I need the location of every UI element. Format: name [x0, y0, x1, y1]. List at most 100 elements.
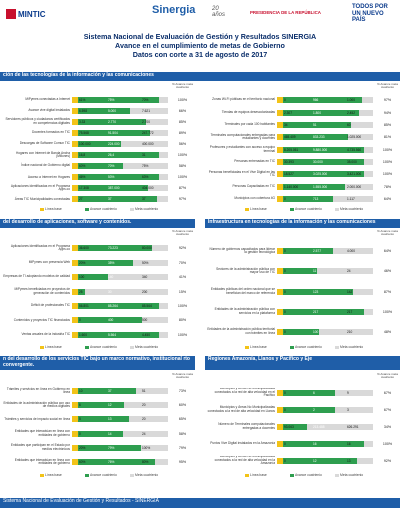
row-label: Áreas TIC Municipalidades conectadas [14, 196, 70, 201]
meta-value: 3 [347, 407, 349, 412]
row-label: Entidades de la administración pública c… [214, 307, 275, 315]
base-bar [277, 457, 283, 464]
base-value: 0 [284, 329, 286, 334]
avance-bar [72, 129, 150, 136]
avance-value: 123 [313, 289, 319, 294]
base-value: 3.33 [79, 119, 86, 124]
avance-value: 217 [313, 309, 319, 314]
pct-value: 64% [383, 196, 392, 201]
row-label: Acceso a Internet en Hogares [27, 174, 70, 179]
legend-swatch [290, 474, 294, 477]
legend-swatch [290, 208, 294, 211]
legend-label: Línea base [45, 473, 62, 477]
row-label: Terminales por cada 100 habitantes [224, 122, 276, 127]
avance-bar [277, 97, 362, 104]
row-label: Entidades que interactúan en línea con e… [14, 457, 70, 465]
base-bar [72, 96, 78, 103]
legend-label: Línea base [250, 345, 267, 349]
avance-bar [72, 107, 130, 114]
base-bar [72, 416, 78, 423]
legend-label: Línea base [250, 473, 267, 477]
base-value: 60% [79, 164, 86, 169]
pct-value: 100% [177, 175, 188, 180]
avance-value: 35% [108, 260, 115, 265]
meta-value: 1.117 [347, 196, 355, 201]
row-label: Municipios con cobertura 4G [234, 196, 275, 201]
row-label: Entidades que interactúan en línea con e… [14, 429, 70, 437]
avance-bar [277, 158, 365, 165]
pct-header: % Avance meta cuatrienio [377, 82, 398, 90]
base-value: 6.598 [79, 108, 87, 113]
row-label: Contenidos y proyectos TIC financiados [13, 317, 70, 322]
base-bar [72, 196, 78, 203]
base-value: 17.308 [79, 186, 89, 191]
base-value: 0 [284, 309, 286, 314]
base-value: 0 [284, 269, 286, 274]
meta-value: 247.772 [142, 130, 154, 135]
legend-swatch [85, 474, 89, 477]
meta-value: 142 [347, 289, 353, 294]
base-bar [277, 328, 283, 335]
base-bar [277, 134, 283, 141]
pct-value: 92% [383, 458, 392, 463]
pct-value: 67% [383, 390, 392, 395]
avance-value: 2 [313, 407, 315, 412]
pct-value: 60% [178, 403, 187, 408]
base-value: 93.063 [284, 424, 294, 429]
pct-header: % Avance meta cuatrienio [377, 229, 398, 237]
base-bar [72, 118, 78, 125]
legend-swatch [130, 208, 134, 211]
meta-value: 217 [347, 309, 353, 314]
base-bar [72, 129, 78, 136]
meta-value: 60 [347, 122, 351, 127]
avance-value: 73.223 [108, 246, 118, 251]
legend-label: Avance cuatrienio [90, 345, 117, 349]
base-value: 75.568 [79, 130, 89, 135]
base-bar [72, 163, 78, 170]
avance-value: 16 [313, 441, 317, 446]
avance-value: 833.233 [313, 135, 325, 140]
mintic-icon [6, 9, 16, 19]
avance-bar [72, 302, 160, 309]
pct-value: 48% [383, 329, 392, 334]
pct-value: 15% [178, 289, 187, 294]
base-bar [277, 288, 283, 295]
row-label: Entidades de la administración pública c… [3, 400, 70, 409]
avance-value: 2.577 [313, 249, 321, 254]
meta-value: 80.000 [142, 246, 152, 251]
avance-bar [72, 317, 142, 324]
title-line: Avance en el cumplimiento de metas de Go… [115, 41, 285, 50]
avance-bar [72, 259, 134, 266]
base-bar [277, 406, 283, 413]
avance-bar [277, 248, 333, 255]
meta-value: 24 [142, 431, 146, 436]
base-value: 10 [79, 389, 83, 394]
base-value: 27 [79, 197, 83, 202]
avance-value: 12 [108, 403, 112, 408]
meta-value: 2.700 [142, 119, 150, 124]
pct-value: 100% [382, 159, 393, 164]
base-bar [72, 402, 78, 409]
row-label: Aplicaciones identificadas en el Program… [10, 243, 70, 252]
row-label: Entidades de la administración pública t… [207, 327, 275, 335]
meta-value: 20 [142, 403, 146, 408]
base-value: 8.205.051 [284, 147, 299, 152]
avance-bar [72, 430, 123, 437]
avance-value: 12 [313, 458, 317, 463]
base-bar [277, 97, 283, 104]
pct-value: 79% [178, 445, 187, 450]
meta-value: 4.735.560 [347, 147, 362, 152]
pct-value: 97% [383, 98, 392, 103]
meta-value: 75% [142, 164, 149, 169]
avance-value: 30.000 [313, 159, 323, 164]
base-value: 0 [284, 407, 286, 412]
legend-label: Meta cuatrienio [340, 207, 364, 211]
pct-value: 87% [383, 289, 392, 294]
row-label: MiPymes beneficiadas en proyectos de gen… [14, 287, 70, 295]
meta-value: 2.000.000 [347, 184, 362, 189]
meta-value: 13 [347, 458, 351, 463]
avance-value: 387.000 [108, 186, 120, 191]
pct-value: 67% [383, 407, 392, 412]
avance-bar [277, 288, 353, 295]
mintic-logo: MINTIC [18, 10, 46, 19]
